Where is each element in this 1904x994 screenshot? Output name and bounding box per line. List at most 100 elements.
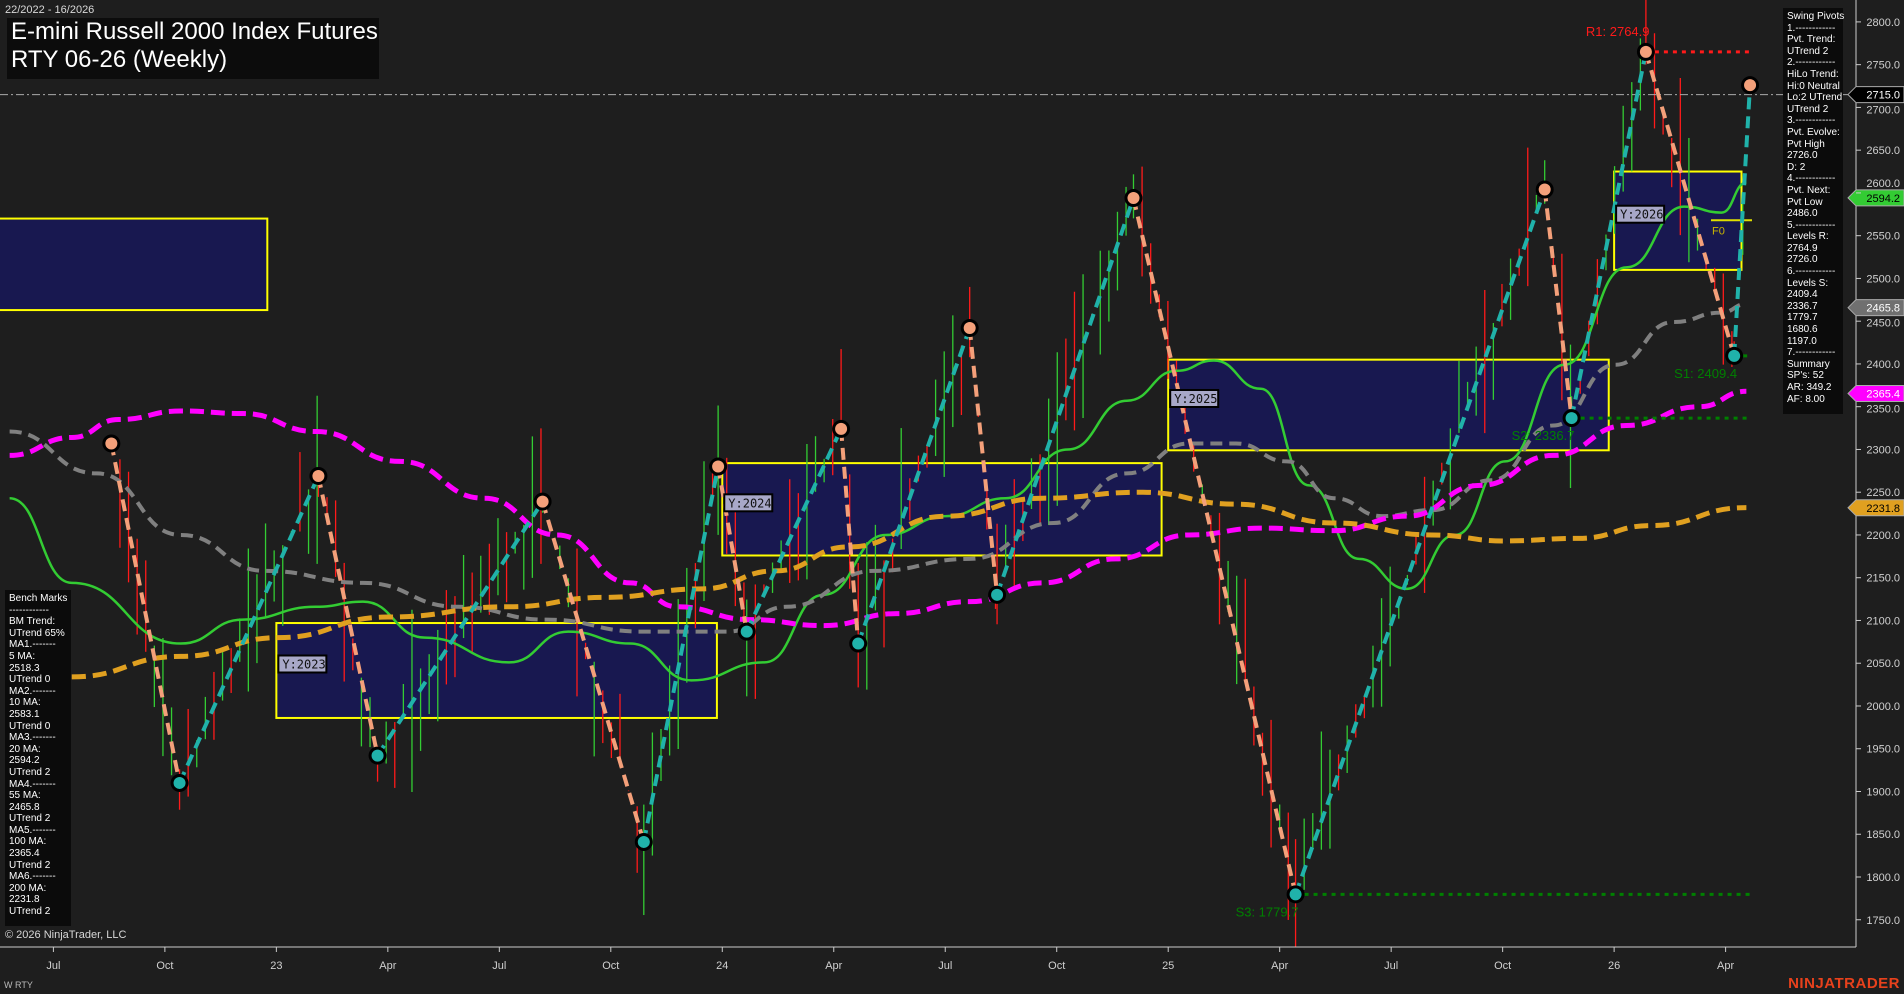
bench-marks-line: 2518.3 (9, 662, 40, 674)
swing-pivots-panel: Swing Pivots 1.------------ Pvt. Trend: UTr… (1783, 8, 1844, 414)
price-marker (1847, 299, 1904, 317)
price-tick-label: 2250.0 (1866, 487, 1900, 499)
year-box (275, 622, 718, 719)
time-tick-label: Apr (1271, 960, 1288, 972)
swing-pivots-line: 1680.6 (1787, 324, 1818, 336)
price-marker-label: 2715.0 (1866, 90, 1900, 102)
price-tick-label: 2700.0 (1866, 105, 1900, 117)
swing-up-leg (1293, 188, 1547, 896)
bench-marks-line: 55 MA: (9, 790, 41, 802)
price-marker (1847, 86, 1904, 104)
bench-marks-line: Bench Marks (9, 593, 68, 604)
swing-pivot-dot (1639, 45, 1652, 58)
swing-pivot-dot (991, 588, 1004, 601)
bench-marks-line: 100 MA: (9, 836, 47, 848)
swing-pivot-dot (1289, 888, 1302, 901)
year-label-bg (1169, 388, 1220, 408)
year-box (0, 217, 269, 312)
price-tick-label: 2800.0 (1866, 17, 1900, 29)
price-marker (1847, 385, 1904, 403)
bench-marks-line: 5 MA: (9, 650, 36, 662)
swing-up-leg (375, 500, 545, 757)
swing-pivots-line: 6.------------ (1787, 266, 1836, 278)
swing-pivot-dot (1744, 79, 1757, 92)
swing-down-leg (316, 475, 380, 756)
level-label: S1: 2409.4 (1674, 366, 1737, 381)
swing-pivots-line: 2336.7 (1787, 300, 1818, 312)
time-tick-label: Apr (1717, 960, 1734, 972)
swing-pivot-dot (740, 625, 753, 638)
price-tick-label: 2350.0 (1866, 404, 1900, 416)
plot-area: R1: 2764.9 S1: 2409.4 S2: 2336.7 S3: 1779.7… (0, 0, 1856, 947)
price-tick-label: 2150.0 (1866, 573, 1900, 585)
swing-pivots-line: Levels R: (1787, 231, 1829, 243)
swing-up-leg (1569, 51, 1648, 419)
bench-marks-panel: Bench Marks ------------ BM Trend: UTrend 6… (5, 590, 71, 926)
year-label-bg (277, 654, 328, 674)
bench-marks-line: MA3.------- (9, 732, 56, 744)
swing-pivot-dot (371, 749, 384, 762)
price-tick-label: 1900.0 (1866, 786, 1900, 798)
price-tick-label: 2400.0 (1866, 359, 1900, 371)
price-tick-label: 2450.0 (1866, 318, 1900, 330)
swing-pivot-dot (1538, 183, 1551, 196)
ninjatrader-logo: NINJATRADER (1788, 975, 1900, 992)
bench-marks-line: UTrend 0 (9, 674, 51, 686)
year-label: Y:2025 (1174, 392, 1217, 406)
swing-pivot-dot (1728, 349, 1741, 362)
bench-marks-line: MA5.------- (9, 824, 56, 836)
price-tick-label: 1800.0 (1866, 872, 1900, 884)
swing-pivot-dot (173, 776, 186, 789)
year-label: Y:2024 (728, 496, 771, 510)
price-marker-label: 2231.8 (1866, 503, 1900, 515)
bench-marks-line: MA4.------- (9, 778, 56, 790)
bench-marks-line: UTrend 65% (9, 627, 65, 639)
swing-down-leg (967, 327, 1000, 596)
level-label: S2: 2336.7 (1512, 428, 1575, 443)
bench-marks-line: BM Trend: (9, 616, 56, 628)
bench-marks-line: UTrend 2 (9, 813, 51, 825)
level-label: S3: 1779.7 (1236, 904, 1299, 919)
swing-down-leg (1131, 197, 1298, 895)
swing-pivot-dot (637, 835, 650, 848)
swing-pivots-line: 2764.9 (1787, 242, 1818, 254)
price-marker (1847, 499, 1904, 517)
year-box (721, 462, 1163, 557)
swing-pivot-dot (536, 495, 549, 508)
swing-pivots-line: 7.------------ (1787, 347, 1836, 359)
bench-marks-line: 2583.1 (9, 708, 40, 720)
swing-pivot-dot (1127, 192, 1140, 205)
swing-pivot-dot (852, 637, 865, 650)
time-tick-label: Oct (156, 960, 173, 972)
swing-pivots-line: 2.------------ (1787, 57, 1836, 69)
price-tick-label: 2650.0 (1866, 145, 1900, 157)
price-tick-label: 2100.0 (1866, 615, 1900, 627)
time-tick-label: Apr (825, 960, 842, 972)
swing-pivots-line: Pvt. Evolve: (1787, 126, 1840, 138)
bench-marks-line: UTrend 0 (9, 720, 51, 732)
bench-marks-line: UTrend 2 (9, 859, 51, 871)
swing-pivots-line: 2726.0 (1787, 254, 1818, 266)
year-box (1167, 358, 1610, 452)
time-tick-label: Jul (46, 960, 60, 972)
swing-pivots-line: Pvt Low (1787, 196, 1823, 208)
swing-pivots-line: 1197.0 (1787, 335, 1817, 347)
ma100-line (9, 388, 1747, 629)
swing-pivot-dot (712, 460, 725, 473)
bench-marks-line: 200 MA: (9, 882, 47, 894)
swing-pivots-line: 4.------------ (1787, 173, 1836, 185)
price-tick-label: 1850.0 (1866, 829, 1900, 841)
f0-label: F0 (1712, 225, 1725, 237)
bench-marks-line: 20 MA: (9, 743, 41, 755)
instrument-tag: W RTY (4, 980, 33, 990)
swing-pivot-dot (105, 437, 118, 450)
swing-pivots-line: Pvt High (1787, 138, 1825, 150)
price-marker-label: 2594.2 (1866, 193, 1900, 205)
time-tick-label: 24 (716, 960, 728, 972)
price-tick-label: 2300.0 (1866, 444, 1900, 456)
swing-pivots-line: Levels S: (1787, 277, 1829, 289)
swing-down-leg (109, 443, 182, 784)
bench-marks-line: 2594.2 (9, 755, 40, 767)
bench-marks-line: MA2.------- (9, 685, 56, 697)
